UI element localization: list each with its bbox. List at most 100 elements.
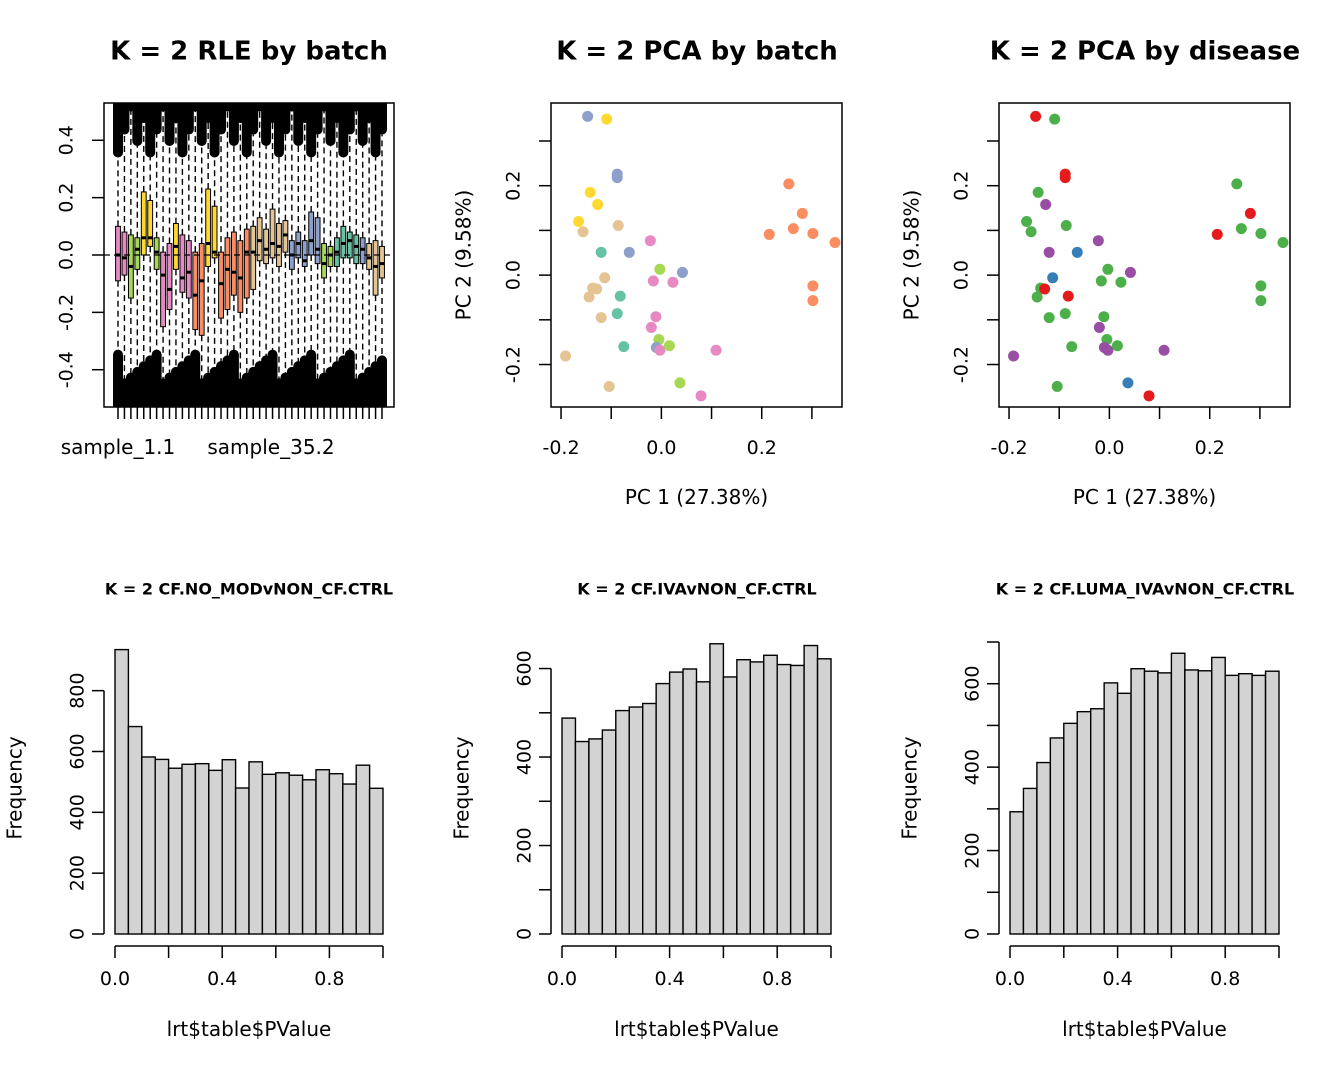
y-tick-label: -0.2 bbox=[951, 346, 973, 383]
outlier-mass bbox=[183, 103, 194, 135]
x-tick-label: sample_35.2 bbox=[207, 435, 334, 459]
histogram-bar bbox=[628, 706, 644, 935]
y-tick-label: 0.0 bbox=[56, 240, 78, 270]
outlier-mass bbox=[216, 103, 227, 135]
x-tick-label: 0.4 bbox=[1102, 968, 1132, 990]
boxplot-area bbox=[104, 103, 394, 407]
data-point bbox=[829, 236, 841, 248]
data-point bbox=[1039, 283, 1051, 295]
histogram-iva-panel: K = 2 CF.IVAvNON_CF.CTRL 0 200 400 600 Freque… bbox=[450, 580, 832, 1041]
histogram-luma-iva-panel: K = 2 CF.LUMA_IVAvNON_CF.CTRL 0 200 400 600 F… bbox=[898, 580, 1295, 1042]
histogram-bar bbox=[141, 756, 156, 935]
x-tick-label: 0.0 bbox=[646, 437, 676, 459]
data-point bbox=[1008, 350, 1020, 362]
x-tick-label: 0.2 bbox=[1195, 437, 1225, 459]
histogram-bar bbox=[561, 717, 577, 935]
histogram-bar bbox=[789, 664, 805, 935]
data-point bbox=[1122, 377, 1134, 389]
y-tick-label: 600 bbox=[514, 650, 536, 686]
y-tick-label: 800 bbox=[67, 673, 89, 709]
data-point bbox=[1030, 110, 1042, 122]
data-point bbox=[1043, 246, 1055, 258]
histogram-bar bbox=[368, 787, 384, 935]
histogram-bar bbox=[803, 644, 819, 935]
y-tick-label: 0.2 bbox=[503, 171, 525, 201]
x-tick-label: 0.4 bbox=[654, 968, 684, 990]
y-axis-label: PC 2 (9.58%) bbox=[452, 190, 476, 321]
histogram-bar bbox=[234, 787, 250, 935]
y-axis-label: Frequency bbox=[898, 736, 922, 839]
histogram-bar bbox=[1009, 811, 1025, 935]
histogram-bar bbox=[301, 779, 317, 935]
box bbox=[147, 200, 154, 247]
data-point bbox=[591, 283, 603, 295]
histogram-bar bbox=[315, 769, 331, 935]
histogram-bar bbox=[167, 767, 183, 935]
box bbox=[192, 251, 199, 331]
x-tick-label: 0.2 bbox=[747, 437, 777, 459]
data-point bbox=[1158, 344, 1170, 356]
box bbox=[301, 240, 308, 267]
histogram-bar bbox=[816, 658, 832, 935]
box bbox=[198, 243, 205, 336]
data-point bbox=[645, 321, 657, 333]
histogram-bar bbox=[695, 681, 711, 935]
outlier-mass bbox=[344, 103, 355, 135]
histogram-bar bbox=[275, 772, 290, 935]
box bbox=[353, 234, 360, 265]
histogram-bar bbox=[154, 758, 170, 935]
data-point bbox=[573, 215, 585, 227]
outlier-mass bbox=[151, 103, 162, 135]
histogram-bar bbox=[1143, 670, 1159, 935]
box bbox=[185, 240, 192, 299]
histogram-bar bbox=[736, 658, 751, 935]
x-tick-label: 0.8 bbox=[314, 968, 344, 990]
data-point bbox=[1095, 275, 1107, 287]
data-point bbox=[601, 113, 613, 125]
chart-title: K = 2 RLE by batch bbox=[110, 37, 388, 67]
y-tick-label: 200 bbox=[962, 832, 984, 868]
box bbox=[179, 234, 186, 293]
chart-title: K = 2 CF.NO_MODvNON_CF.CTRL bbox=[105, 580, 393, 599]
box bbox=[269, 208, 276, 259]
histogram-bar bbox=[1211, 656, 1226, 935]
data-point bbox=[710, 344, 722, 356]
histogram-bar bbox=[221, 759, 237, 935]
x-tick-label: 0.4 bbox=[207, 968, 237, 990]
x-tick-label: 0.0 bbox=[547, 968, 577, 990]
data-point bbox=[667, 276, 679, 288]
histogram-bar bbox=[1237, 673, 1253, 935]
data-point bbox=[577, 226, 589, 238]
histogram-bar bbox=[588, 738, 604, 935]
data-point bbox=[595, 246, 607, 258]
histogram-bar bbox=[1063, 722, 1078, 935]
histogram-bar bbox=[601, 729, 617, 935]
y-tick-label: 0.0 bbox=[503, 260, 525, 290]
box bbox=[166, 243, 173, 310]
data-point bbox=[654, 344, 666, 356]
box bbox=[224, 237, 231, 310]
box bbox=[160, 251, 166, 328]
histogram-bar bbox=[668, 671, 684, 935]
data-point bbox=[582, 110, 594, 122]
data-point bbox=[663, 340, 675, 352]
outlier-mass bbox=[119, 103, 130, 135]
histogram-bar bbox=[1170, 652, 1186, 935]
data-point bbox=[1092, 235, 1104, 247]
y-tick-label: 200 bbox=[514, 827, 536, 863]
histogram-bar bbox=[194, 762, 210, 935]
x-tick-label: -0.2 bbox=[990, 437, 1027, 459]
box bbox=[121, 231, 128, 276]
data-point bbox=[1255, 228, 1267, 240]
x-tick-label: sample_1.1 bbox=[61, 435, 176, 459]
data-point bbox=[1211, 228, 1223, 240]
y-axis-label: Frequency bbox=[450, 736, 474, 839]
data-point bbox=[611, 172, 623, 184]
y-tick-label: 0.4 bbox=[56, 125, 78, 155]
y-tick-label: 0 bbox=[962, 928, 984, 940]
box bbox=[346, 231, 353, 259]
y-tick-label: 0 bbox=[67, 928, 89, 940]
data-point bbox=[1277, 236, 1289, 248]
x-tick-label: -0.2 bbox=[542, 437, 579, 459]
data-point bbox=[807, 295, 819, 307]
